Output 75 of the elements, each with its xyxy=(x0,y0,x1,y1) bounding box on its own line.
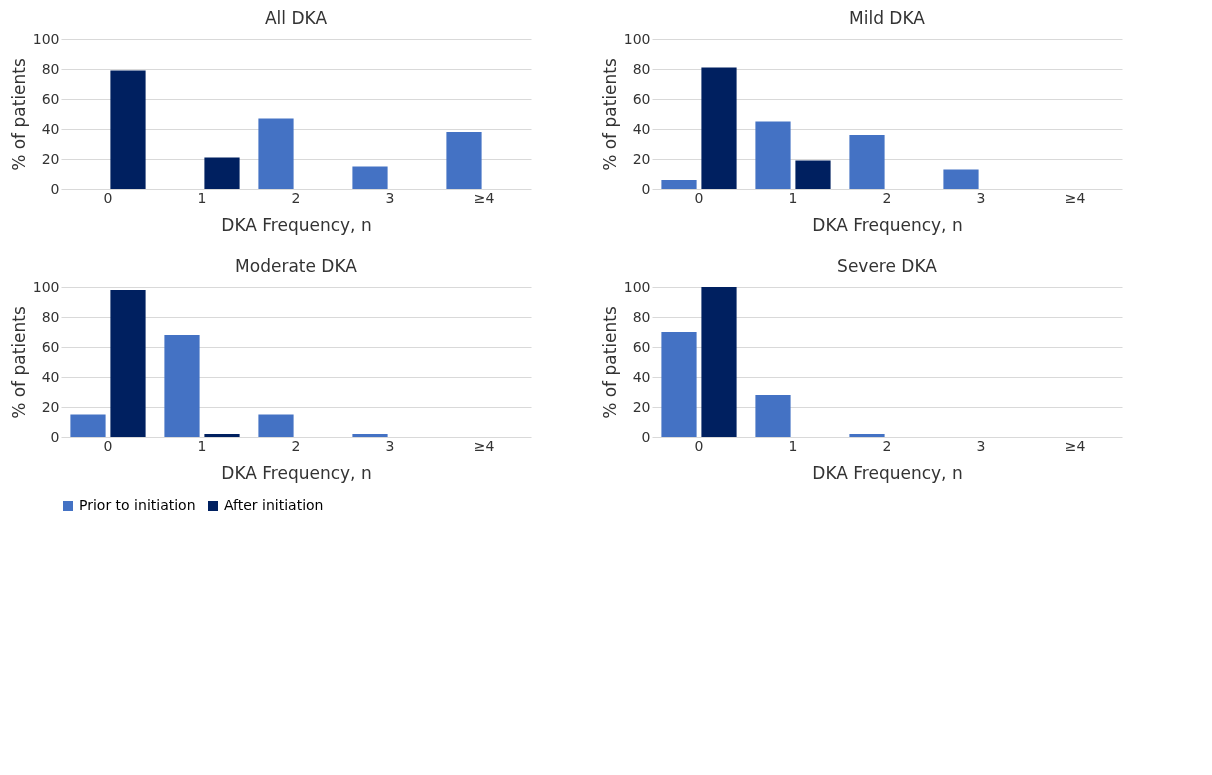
y-axis-title: % of patients xyxy=(8,58,29,171)
y-axis-title: % of patients xyxy=(599,58,620,171)
bar xyxy=(849,135,885,189)
chart-title: Mild DKA xyxy=(849,8,926,28)
bar xyxy=(701,67,737,189)
x-tick-label: 3 xyxy=(976,437,986,454)
x-tick-label: ≥4 xyxy=(1064,189,1086,206)
bar xyxy=(204,434,240,437)
y-tick-label: 60 xyxy=(41,338,60,355)
y-tick-label: 20 xyxy=(41,150,60,167)
x-tick-label: 1 xyxy=(197,437,207,454)
x-tick-label: 0 xyxy=(103,189,113,206)
bar xyxy=(204,157,240,189)
x-tick-label: 2 xyxy=(291,189,301,206)
bar xyxy=(943,169,979,189)
bar xyxy=(110,70,146,189)
bar xyxy=(849,434,885,437)
y-tick-label: 60 xyxy=(41,90,60,107)
bar xyxy=(352,166,388,189)
y-tick-label: 20 xyxy=(632,398,651,415)
x-axis-title: DKA Frequency, n xyxy=(221,462,372,483)
bar xyxy=(755,121,791,189)
y-tick-label: 80 xyxy=(632,60,651,77)
x-tick-label: 0 xyxy=(694,189,704,206)
bar xyxy=(352,434,388,437)
x-tick-label: 0 xyxy=(103,437,113,454)
y-tick-label: 60 xyxy=(632,338,651,355)
y-tick-label: 40 xyxy=(41,120,60,137)
y-tick-label: 60 xyxy=(632,90,651,107)
y-tick-label: 100 xyxy=(32,278,60,295)
y-axis-title: % of patients xyxy=(8,306,29,419)
x-tick-label: 1 xyxy=(197,189,207,206)
y-tick-label: 20 xyxy=(41,398,60,415)
x-tick-label: ≥4 xyxy=(473,189,495,206)
x-axis-title: DKA Frequency, n xyxy=(812,462,963,483)
x-tick-label: ≥4 xyxy=(1064,437,1086,454)
x-tick-label: 2 xyxy=(882,437,892,454)
x-tick-label: 0 xyxy=(694,437,704,454)
bar xyxy=(258,414,294,437)
y-tick-label: 40 xyxy=(41,368,60,385)
x-tick-label: 1 xyxy=(788,437,798,454)
bar xyxy=(701,287,737,437)
bar xyxy=(755,395,791,437)
chart-title: All DKA xyxy=(264,8,328,28)
bar xyxy=(661,332,697,437)
y-axis-title: % of patients xyxy=(599,306,620,419)
x-axis-title: DKA Frequency, n xyxy=(812,214,963,235)
y-tick-label: 20 xyxy=(632,150,651,167)
chart-title: Severe DKA xyxy=(837,256,938,276)
y-tick-label: 80 xyxy=(41,60,60,77)
legend-label: After initiation xyxy=(224,497,324,513)
y-tick-label: 100 xyxy=(32,30,60,47)
bar xyxy=(70,414,106,437)
bar xyxy=(258,118,294,189)
x-tick-label: ≥4 xyxy=(473,437,495,454)
x-tick-label: 3 xyxy=(385,437,395,454)
y-tick-label: 80 xyxy=(632,308,651,325)
bar xyxy=(446,132,482,189)
y-tick-label: 80 xyxy=(41,308,60,325)
bar xyxy=(110,290,146,437)
y-tick-label: 40 xyxy=(632,368,651,385)
x-tick-label: 2 xyxy=(291,437,301,454)
y-tick-label: 40 xyxy=(632,120,651,137)
y-tick-label: 100 xyxy=(623,278,651,295)
x-axis-title: DKA Frequency, n xyxy=(221,214,372,235)
bar xyxy=(795,160,831,189)
x-tick-label: 3 xyxy=(385,189,395,206)
x-tick-label: 1 xyxy=(788,189,798,206)
x-tick-label: 3 xyxy=(976,189,986,206)
bar xyxy=(164,335,200,437)
bar xyxy=(661,180,697,189)
x-tick-label: 2 xyxy=(882,189,892,206)
chart-title: Moderate DKA xyxy=(235,256,358,276)
legend-label: Prior to initiation xyxy=(79,497,196,513)
y-tick-label: 100 xyxy=(623,30,651,47)
